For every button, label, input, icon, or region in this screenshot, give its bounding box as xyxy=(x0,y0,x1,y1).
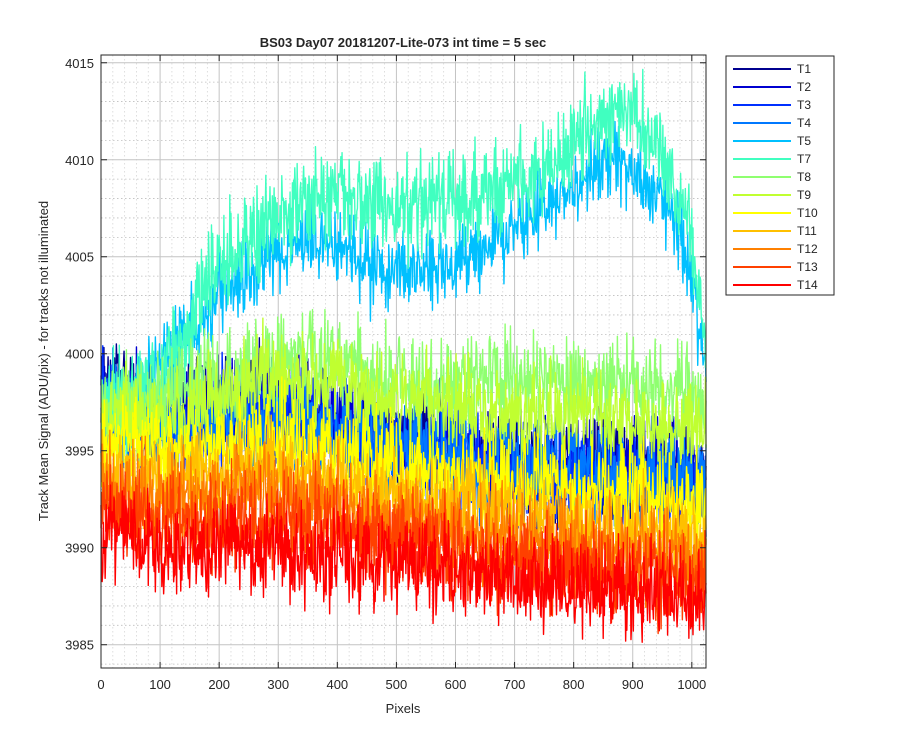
legend-label-t9: T9 xyxy=(797,188,811,202)
legend-label-t7: T7 xyxy=(797,152,811,166)
x-tick-label: 900 xyxy=(622,677,644,692)
legend-label-t14: T14 xyxy=(797,278,818,292)
y-axis-label: Track Mean Signal (ADU/pix) - for tracks… xyxy=(36,201,51,521)
legend-label-t2: T2 xyxy=(797,80,811,94)
legend-label-t3: T3 xyxy=(797,98,811,112)
y-tick-label: 4015 xyxy=(65,56,94,71)
legend-label-t8: T8 xyxy=(797,170,811,184)
legend-label-t12: T12 xyxy=(797,242,818,256)
y-tick-label: 4010 xyxy=(65,153,94,168)
x-tick-label: 500 xyxy=(386,677,408,692)
legend-label-t11: T11 xyxy=(797,224,817,238)
legend: T1 T2 T3 T4 T5 T7 T8 T9 T10 T11 T12 T13 T14 xyxy=(726,56,834,295)
y-tick-label: 3985 xyxy=(65,638,94,653)
x-tick-label: 300 xyxy=(267,677,289,692)
x-tick-label: 100 xyxy=(149,677,171,692)
legend-box xyxy=(726,56,834,295)
legend-label-t1: T1 xyxy=(797,62,811,76)
y-tick-label: 4000 xyxy=(65,347,94,362)
x-tick-label: 700 xyxy=(504,677,526,692)
chart-title: BS03 Day07 20181207-Lite-073 int time = … xyxy=(260,35,547,50)
legend-label-t4: T4 xyxy=(797,116,811,130)
x-tick-label: 800 xyxy=(563,677,585,692)
y-tick-label: 4005 xyxy=(65,250,94,265)
legend-label-t13: T13 xyxy=(797,260,818,274)
y-tick-label: 3990 xyxy=(65,541,94,556)
x-tick-label: 200 xyxy=(208,677,230,692)
legend-label-t5: T5 xyxy=(797,134,811,148)
x-tick-label: 1000 xyxy=(677,677,706,692)
y-tick-label: 3995 xyxy=(65,444,94,459)
legend-label-t10: T10 xyxy=(797,206,818,220)
x-axis-label: Pixels xyxy=(386,701,421,716)
x-tick-label: 400 xyxy=(326,677,348,692)
x-tick-label: 0 xyxy=(97,677,104,692)
x-tick-label: 600 xyxy=(445,677,467,692)
